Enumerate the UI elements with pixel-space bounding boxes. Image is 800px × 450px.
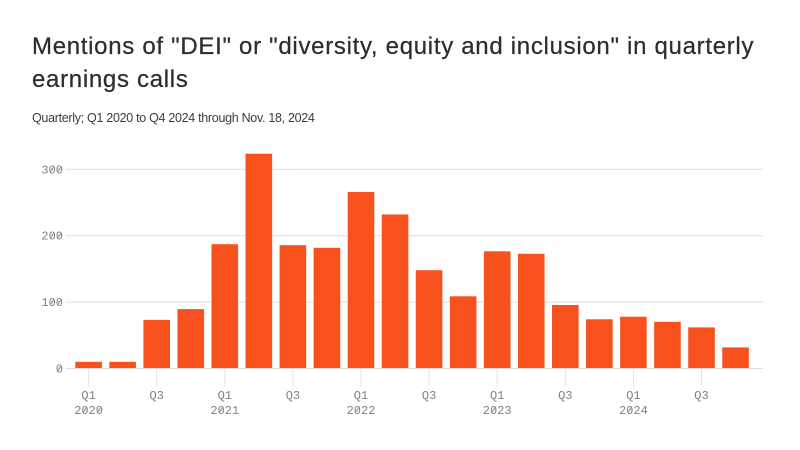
svg-text:Q3: Q3 <box>149 389 163 403</box>
svg-text:2021: 2021 <box>210 404 239 418</box>
svg-text:Q1: Q1 <box>490 389 504 403</box>
svg-text:300: 300 <box>41 163 63 177</box>
svg-text:Q3: Q3 <box>558 389 572 403</box>
svg-text:2023: 2023 <box>483 404 512 418</box>
svg-text:Q1: Q1 <box>626 389 640 403</box>
svg-text:2024: 2024 <box>619 404 648 418</box>
svg-text:Q1: Q1 <box>81 389 95 403</box>
svg-text:100: 100 <box>41 296 63 310</box>
svg-text:Q3: Q3 <box>422 389 436 403</box>
svg-text:Q1: Q1 <box>354 389 368 403</box>
svg-text:Q3: Q3 <box>286 389 300 403</box>
svg-text:0: 0 <box>56 363 63 377</box>
svg-text:200: 200 <box>41 230 63 244</box>
svg-text:Q1: Q1 <box>218 389 232 403</box>
svg-text:2020: 2020 <box>74 404 103 418</box>
svg-text:2022: 2022 <box>347 404 376 418</box>
svg-text:Q3: Q3 <box>694 389 708 403</box>
